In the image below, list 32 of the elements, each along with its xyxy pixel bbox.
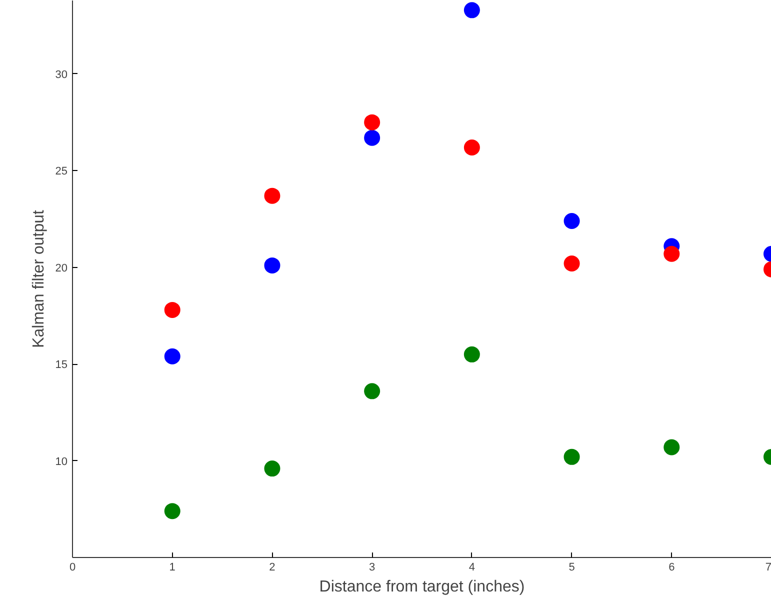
point (464, 2, 480, 18)
point (664, 439, 680, 456)
x-tick-label: 5 (568, 562, 575, 574)
point (564, 212, 580, 229)
point (264, 257, 280, 274)
x-tick-label: 7 (765, 562, 771, 574)
x-tick-label: 4 (468, 562, 475, 574)
point (364, 114, 380, 130)
point (164, 348, 180, 364)
point (464, 346, 480, 362)
x-tick-label: 1 (169, 562, 176, 574)
point (564, 256, 580, 272)
y-tick-label: 10 (55, 456, 68, 468)
y-tick-label: 15 (55, 359, 68, 372)
point (264, 460, 280, 477)
y-tick-label: 30 (55, 68, 68, 81)
x-axis-title: Distance from target (inches) (319, 578, 525, 596)
point (564, 448, 580, 465)
y-tick-label: 20 (55, 262, 68, 274)
point (164, 503, 180, 520)
point (364, 130, 380, 146)
x-tick-label: 2 (269, 562, 276, 574)
point (664, 246, 680, 262)
point (264, 188, 280, 204)
point (164, 302, 180, 318)
x-tick-label: 0 (69, 562, 76, 574)
x-tick-label: 3 (369, 562, 376, 574)
y-axis-title: Kalman filter output (30, 210, 48, 348)
point (464, 140, 480, 156)
x-tick-label: 6 (668, 562, 675, 574)
y-tick-label: 25 (55, 166, 68, 178)
point (364, 383, 380, 400)
